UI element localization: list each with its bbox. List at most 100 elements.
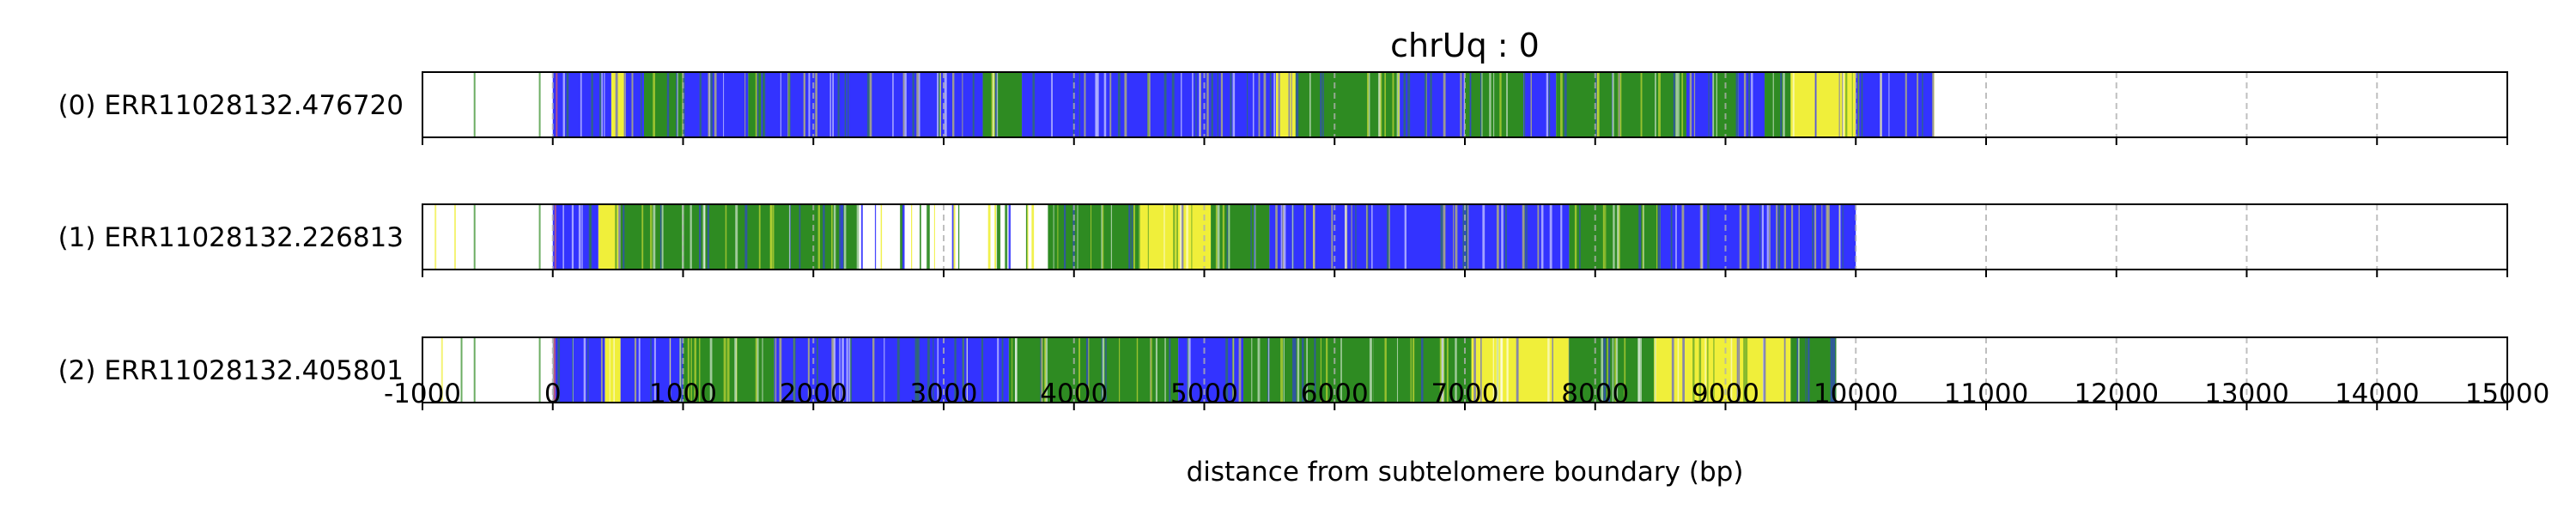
stripe-mark <box>1675 72 1679 137</box>
stripe-mark <box>1716 72 1717 137</box>
stripe-mark <box>933 204 935 270</box>
stripe-mark <box>1612 337 1614 403</box>
stripe-mark <box>902 204 905 270</box>
stripe-mark <box>1766 204 1769 270</box>
stripe-mark <box>880 204 883 270</box>
stripe-mark <box>1917 72 1919 137</box>
stripe-mark <box>615 72 618 137</box>
stripe-mark <box>1678 72 1680 137</box>
stripe-mark <box>1492 337 1495 403</box>
stripe-mark <box>1195 72 1197 137</box>
panels: (0) ERR11028132.476720 (1) ERR11028132.22… <box>58 71 2508 410</box>
stripe-mark <box>1443 72 1446 137</box>
stripe-mark <box>912 72 914 137</box>
stripe-mark <box>1821 204 1823 270</box>
stripe-mark <box>1772 72 1774 137</box>
stripe-mark <box>1798 204 1800 270</box>
stripe-mark <box>1712 72 1715 137</box>
read-segment <box>1790 72 1856 137</box>
stripe-mark <box>1501 204 1504 270</box>
stripe-mark <box>1692 337 1695 403</box>
stripe-mark <box>843 204 847 270</box>
stripe-mark <box>939 72 941 137</box>
stripe-mark <box>900 204 902 270</box>
stripe-mark <box>892 72 894 137</box>
stripe-mark <box>1516 337 1519 403</box>
stripe-mark <box>1704 337 1706 403</box>
stripe-mark <box>1682 337 1686 403</box>
stripe-mark <box>1506 337 1509 403</box>
stripe-mark <box>649 204 653 270</box>
stripe-mark <box>1603 337 1607 403</box>
read-segment <box>1295 72 1400 137</box>
stripe-mark <box>1708 72 1710 137</box>
stripe-mark <box>613 337 615 403</box>
x-tick-label: 15000 <box>2465 379 2550 409</box>
stripe-mark <box>1131 204 1133 270</box>
stripe-mark <box>994 72 998 137</box>
stripe-mark <box>653 72 655 137</box>
x-tick-label: 3000 <box>910 379 978 409</box>
stripe-mark <box>669 337 671 403</box>
stripe-mark <box>927 337 930 403</box>
stripe-mark <box>1713 337 1715 403</box>
stripe-mark <box>1257 337 1260 403</box>
stripe-mark <box>623 204 625 270</box>
stripe-mark <box>1103 72 1107 137</box>
stripe-mark <box>1424 72 1427 137</box>
read-label: (2) ERR11028132.405801 <box>58 355 404 386</box>
stripe-mark <box>1814 204 1817 270</box>
stripe-mark <box>1681 204 1685 270</box>
stripe-mark <box>699 337 701 403</box>
stripe-mark <box>653 204 656 270</box>
stripe-mark <box>609 337 611 403</box>
x-tick-label: 0 <box>544 379 562 409</box>
stripe-mark <box>1119 337 1121 403</box>
read-segment <box>552 337 605 403</box>
stripe-mark <box>1643 204 1644 270</box>
stripe-mark <box>578 204 581 270</box>
stripe-mark <box>641 204 644 270</box>
stripe-mark <box>1294 337 1297 403</box>
stripe-mark <box>1371 204 1373 270</box>
stripe-mark <box>1838 72 1840 137</box>
stripe-mark <box>1888 72 1890 137</box>
x-tick-label: 8000 <box>1561 379 1629 409</box>
stripe-mark <box>1693 72 1696 137</box>
stripe-mark <box>839 204 841 270</box>
stripe-mark <box>1671 337 1674 403</box>
read-segment <box>1400 72 1465 137</box>
stripe-mark <box>839 337 841 403</box>
stripe-mark <box>744 204 748 270</box>
stripe-mark <box>687 337 690 403</box>
stripe-mark <box>1745 337 1748 403</box>
x-tick-label: -1000 <box>384 379 461 409</box>
stripe-mark <box>1136 337 1139 403</box>
stripe-mark <box>1388 204 1390 270</box>
stripe-mark <box>591 72 593 137</box>
stripe-mark <box>902 72 905 137</box>
stripe-mark <box>566 72 569 137</box>
stripe-mark <box>832 72 835 137</box>
stripe-mark <box>1776 204 1778 270</box>
stripe-mark <box>1368 72 1370 137</box>
stripe-mark <box>1827 204 1830 270</box>
stripe-mark <box>937 72 939 137</box>
stripe-mark <box>914 337 918 403</box>
stripe-mark <box>1780 72 1783 137</box>
stripe-mark <box>1480 337 1482 403</box>
stripe-mark <box>1743 337 1746 403</box>
stripe-mark <box>1638 204 1642 270</box>
read-segment <box>1765 72 1791 137</box>
stripe-mark <box>723 72 725 137</box>
stripe-mark <box>1128 204 1131 270</box>
x-tick-label: 1000 <box>649 379 717 409</box>
x-tick-label: 5000 <box>1170 379 1238 409</box>
stripe-mark <box>833 204 836 270</box>
x-tick-label: 12000 <box>2074 379 2159 409</box>
stripe-mark <box>1186 204 1188 270</box>
stripe-mark <box>1681 72 1684 137</box>
stripe-mark <box>1470 72 1472 137</box>
stripe-mark <box>1826 204 1829 270</box>
stripe-mark <box>867 72 870 137</box>
